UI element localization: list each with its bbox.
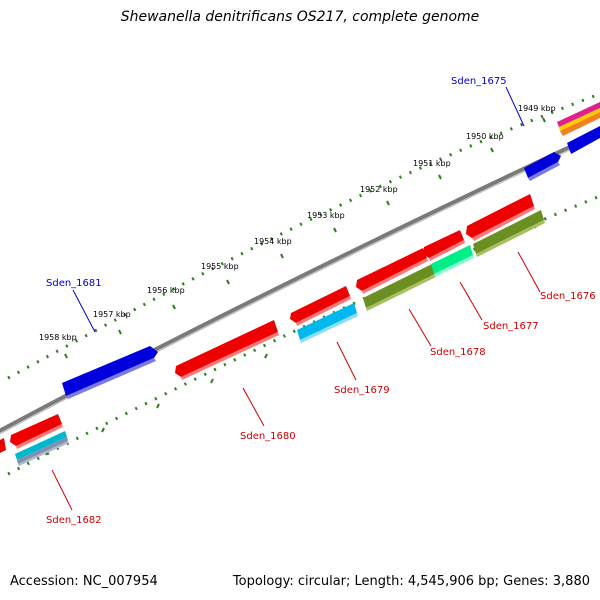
tick-label: 1956 kbp: [147, 286, 185, 295]
tick-label: 1953 kbp: [307, 211, 345, 220]
genome-backbone-shadow: [0, 134, 600, 435]
feature-gray-small[interactable]: [17, 437, 68, 464]
tick-label: 1951 kbp: [413, 159, 451, 168]
reverse-genes: [0, 194, 535, 453]
tick-label: 1954 kbp: [254, 237, 292, 246]
gene-sden-1679[interactable]: [290, 286, 350, 323]
gene-label-sden-1675[interactable]: Sden_1675: [451, 76, 507, 87]
feature-cyan-shade: [300, 313, 358, 343]
accession-text: Accession: NC_007954: [10, 574, 158, 589]
feature-cyan[interactable]: [297, 303, 357, 340]
gene-sden-1677-shade: [429, 240, 465, 261]
tick-labels: 1949 kbp 1950 kbp 1951 kbp 1952 kbp 1953…: [39, 104, 556, 342]
tick-label: 1955 kbp: [201, 262, 239, 271]
gene-sden-1677[interactable]: [423, 230, 464, 258]
feature-gray-small-shade: [18, 441, 69, 466]
gene-label-sden-1680[interactable]: Sden_1680: [240, 431, 296, 442]
gene-edge-yellow[interactable]: [559, 108, 600, 131]
tick-label: 1949 kbp: [518, 104, 556, 113]
feature-olive-2[interactable]: [363, 264, 435, 308]
label-leaders: [51, 86, 541, 511]
gene-sden-1676[interactable]: [466, 194, 534, 238]
gene-reverse-edge[interactable]: [0, 438, 6, 453]
tick-label: 1950 kbp: [466, 132, 504, 141]
tick-label: 1952 kbp: [360, 185, 398, 194]
gene-labels: Sden_1675 Sden_1681 Sden_1676 Sden_1677 …: [46, 76, 596, 526]
feature-olive-1-shade: [476, 220, 545, 257]
gene-label-sden-1679[interactable]: Sden_1679: [334, 385, 390, 396]
feature-olive-2-shade: [366, 274, 436, 311]
gene-label-sden-1677[interactable]: Sden_1677: [483, 321, 539, 332]
feature-mint[interactable]: [431, 245, 473, 274]
gene-edge-magenta[interactable]: [557, 102, 600, 127]
gene-sden-1682-shade: [16, 424, 63, 449]
feature-cyan-small[interactable]: [15, 431, 67, 460]
genome-backbone: [0, 130, 600, 433]
map-title: Shewanella denitrificans OS217, complete…: [120, 9, 480, 25]
forward-genes: [62, 102, 600, 399]
gene-label-sden-1676[interactable]: Sden_1676: [540, 291, 596, 302]
gene-forward-edge[interactable]: [567, 126, 600, 154]
gene-sden-1678[interactable]: [356, 248, 427, 291]
gene-label-sden-1678[interactable]: Sden_1678: [430, 347, 486, 358]
gene-sden-1680-shade: [181, 332, 279, 380]
gene-sden-1681[interactable]: [62, 346, 158, 396]
feature-track: [15, 210, 545, 466]
feature-olive-1[interactable]: [473, 210, 544, 254]
genome-summary-text: Topology: circular; Length: 4,545,906 bp…: [232, 574, 590, 589]
gene-sden-1675[interactable]: [524, 152, 561, 178]
gene-sden-1679-shade: [296, 296, 351, 326]
gene-sden-1678-shade: [362, 258, 428, 294]
tick-label: 1958 kbp: [39, 333, 77, 342]
gene-sden-1681-shade: [66, 358, 156, 399]
feature-mint-shade: [434, 255, 474, 277]
gene-sden-1675-shade: [528, 162, 560, 181]
gene-label-sden-1682[interactable]: Sden_1682: [46, 515, 102, 526]
outer-major-ticks: [64, 117, 546, 359]
tick-label: 1957 kbp: [93, 310, 131, 319]
gene-edge-orange[interactable]: [560, 112, 600, 136]
gene-sden-1682[interactable]: [10, 414, 62, 446]
gene-sden-1680[interactable]: [175, 320, 278, 377]
gene-label-sden-1681[interactable]: Sden_1681: [46, 278, 102, 289]
gene-sden-1676-shade: [472, 206, 535, 241]
